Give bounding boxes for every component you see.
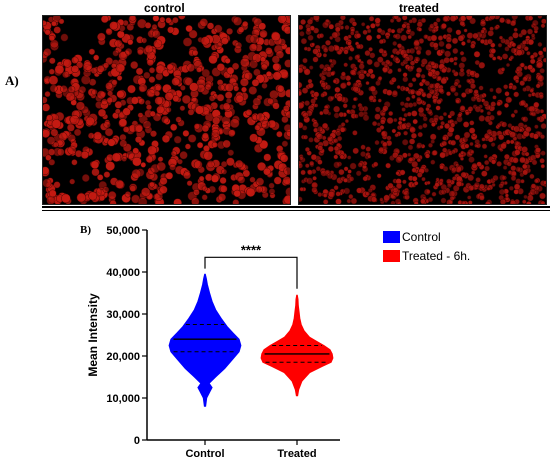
y-axis-label: Mean Intensity [86, 293, 100, 377]
y-tick-label: 10,000 [106, 393, 140, 405]
cell-layer [43, 16, 290, 204]
violin-control [168, 273, 242, 407]
significance-stars: **** [241, 242, 262, 257]
treated-micrograph [298, 15, 547, 205]
y-tick-label: 0 [134, 435, 140, 447]
treated-image-title: treated [399, 1, 440, 15]
control-image-title: control [144, 1, 185, 15]
x-tick-label: Treated [277, 448, 316, 458]
y-tick-label: 30,000 [106, 309, 140, 321]
legend-swatch-treated [383, 250, 400, 262]
panel-b-label: B) [80, 224, 91, 236]
legend-label-control: Control [402, 230, 441, 244]
x-tick-label: Control [185, 448, 224, 458]
panel-separator-line [42, 206, 550, 208]
y-tick-label: 20,000 [106, 351, 140, 363]
y-tick-label: 50,000 [106, 225, 140, 237]
image-divider [291, 13, 295, 206]
panel-separator-line-2 [42, 210, 550, 211]
legend-label-treated: Treated - 6h. [402, 249, 471, 263]
significance-bracket [204, 256, 298, 289]
control-cells [43, 16, 290, 204]
legend-swatch-control [383, 231, 400, 243]
y-tick-label: 40,000 [106, 267, 140, 279]
treated-cells [299, 16, 546, 204]
cell-layer [299, 16, 546, 204]
control-micrograph [42, 15, 291, 205]
panel-a-label: A) [5, 73, 19, 88]
